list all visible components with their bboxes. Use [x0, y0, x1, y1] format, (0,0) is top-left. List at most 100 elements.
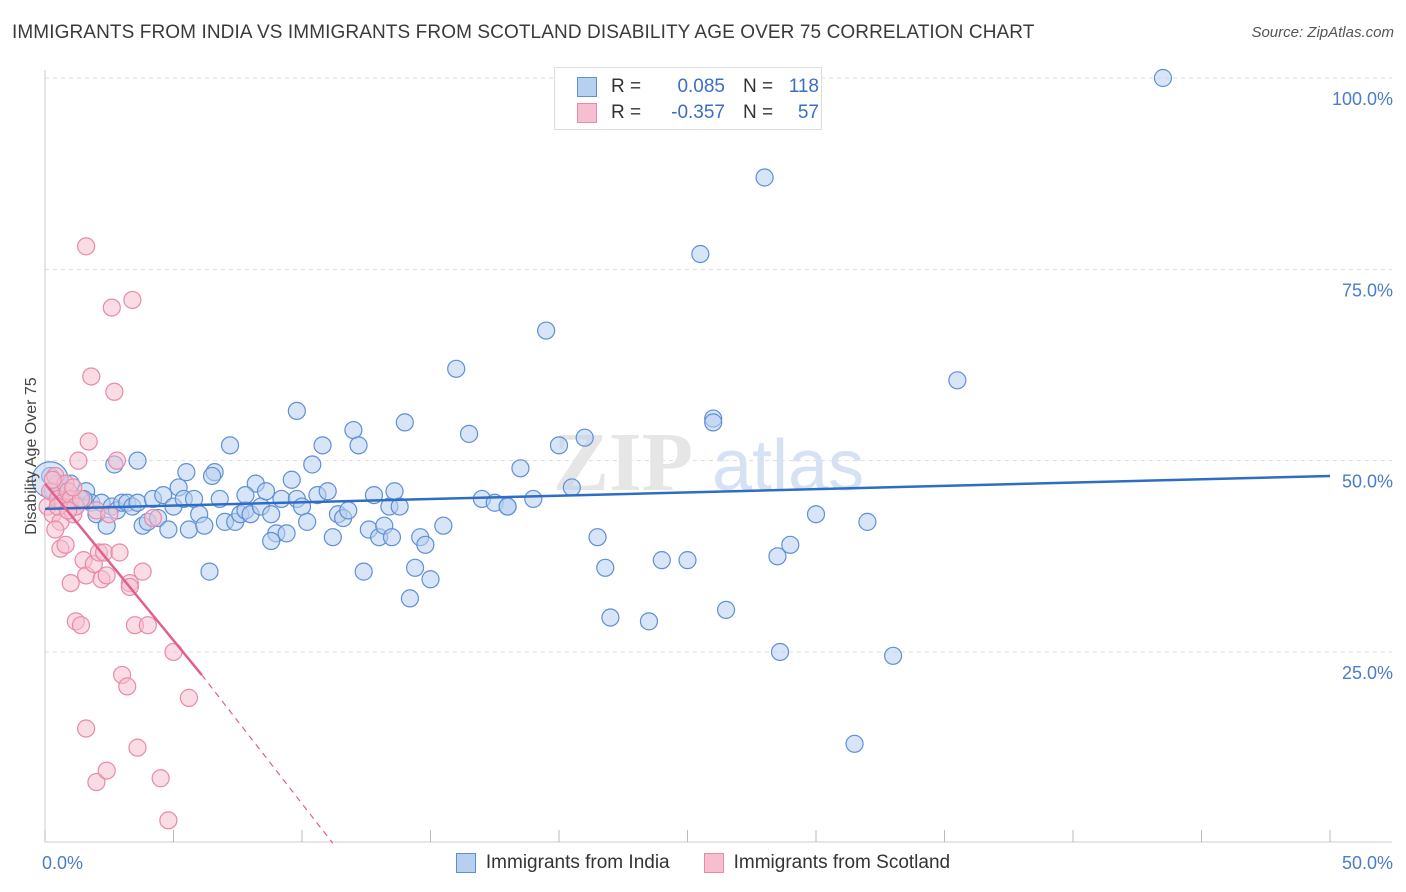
y-tick-label-3: 100.0% [1332, 89, 1393, 109]
scotland-point-16 [79, 432, 98, 451]
legend-item-scotland[interactable]: Immigrants from Scotland [703, 852, 951, 874]
y-tick-labels: 25.0% 50.0% 75.0% 100.0% [1332, 89, 1393, 683]
scotland-point-32 [123, 290, 142, 310]
scotland-point-48 [77, 719, 96, 738]
india-r-label: R = [611, 76, 642, 97]
india-point-104 [1153, 68, 1173, 88]
india-point-72 [405, 558, 425, 577]
legend-label-india: Immigrants from India [485, 852, 670, 873]
india-point-87 [575, 428, 594, 447]
india-point-31 [195, 516, 214, 535]
scotland-point-55 [97, 761, 116, 780]
india-point-32 [200, 562, 219, 581]
india-point-68 [385, 482, 404, 501]
india-point-109 [770, 642, 790, 662]
india-point-60 [344, 420, 363, 440]
india-point-56 [323, 528, 342, 547]
scotland-point-25 [102, 298, 121, 317]
legend-item-india[interactable]: Immigrants from India [455, 852, 670, 874]
india-point-69 [390, 497, 409, 516]
india-point-94 [691, 244, 710, 264]
india-trend-line [44, 474, 1331, 511]
india-point-43 [256, 482, 276, 501]
source-credit: Source: ZipAtlas.com [1251, 24, 1394, 41]
india-point-112 [236, 485, 255, 505]
india-point-91 [639, 612, 659, 631]
scotland-r-value: -0.357 [671, 102, 725, 123]
scotland-point-50 [43, 470, 62, 489]
india-point-36 [220, 436, 240, 455]
legend-label-scotland: Immigrants from Scotland [733, 852, 951, 873]
india-point-105 [287, 401, 306, 421]
scotland-point-39 [159, 811, 178, 830]
india-n-value: 118 [788, 76, 819, 97]
scotland-point-45 [61, 573, 80, 593]
india-point-24 [159, 520, 178, 539]
india-point-99 [781, 535, 800, 554]
india-point-83 [524, 489, 543, 509]
india-point-98 [768, 547, 787, 566]
india-r-value: 0.085 [677, 76, 725, 97]
chart-title: IMMIGRANTS FROM INDIA VS IMMIGRANTS FROM… [12, 22, 1035, 43]
india-point-92 [652, 551, 671, 570]
trend-lines [44, 474, 1331, 844]
india-point-93 [678, 551, 697, 570]
india-point-97 [755, 168, 774, 187]
scotland-n-value: 57 [797, 102, 819, 123]
india-point-62 [354, 562, 373, 581]
india-point-28 [179, 520, 199, 539]
scotland-trend-extension [201, 674, 334, 844]
india-point-74 [416, 535, 435, 554]
india-point-107 [177, 463, 196, 482]
india-point-90 [601, 608, 620, 627]
india-point-59 [339, 501, 358, 520]
scotland-point-36 [138, 616, 157, 635]
india-point-117 [704, 413, 723, 432]
india-point-50 [292, 497, 312, 516]
india-point-47 [277, 524, 296, 543]
scotland-point-54 [46, 520, 65, 539]
x-tick-labels: 0.0% 50.0% [42, 853, 1393, 873]
scotland-point-41 [179, 688, 199, 707]
scotland-point-37 [143, 508, 163, 528]
bottom-legend: Immigrants from India Immigrants from Sc… [0, 852, 1406, 874]
scotland-point-23 [97, 566, 116, 585]
scotland-point-35 [133, 562, 152, 581]
legend-swatch-scotland [703, 853, 724, 873]
india-point-101 [858, 512, 877, 531]
scotland-point-17 [82, 367, 101, 386]
axes [44, 70, 1392, 843]
india-point-23 [154, 485, 173, 505]
india-point-61 [349, 436, 368, 455]
scotland-point-49 [87, 772, 106, 792]
india-point-78 [459, 424, 479, 443]
scotland-point-24 [100, 505, 119, 524]
scotland-point-42 [77, 237, 96, 256]
scotland-n-label: N = [743, 102, 774, 123]
scotland-point-47 [71, 616, 91, 635]
india-point-113 [382, 528, 402, 547]
india-point-114 [128, 451, 147, 470]
india-point-102 [883, 646, 903, 665]
india-points [31, 68, 1173, 753]
y-tick-label-0: 25.0% [1342, 663, 1393, 683]
india-point-55 [318, 482, 337, 501]
stats-row-scotland: R = -0.357 N = 57 [577, 100, 819, 126]
india-point-82 [511, 459, 530, 478]
scotland-swatch [577, 103, 597, 123]
stats-legend: R = 0.085 N = 118 R = -0.357 N = 57 [554, 67, 822, 130]
india-point-44 [262, 505, 281, 524]
india-point-51 [298, 512, 317, 531]
india-point-76 [434, 516, 453, 535]
india-point-54 [313, 436, 332, 455]
india-point-70 [395, 413, 414, 432]
india-point-115 [498, 497, 517, 516]
scotland-point-44 [56, 535, 75, 554]
scotland-point-27 [107, 451, 127, 470]
scotland-point-38 [151, 769, 170, 788]
watermark-atlas: atlas [712, 426, 864, 506]
india-point-116 [262, 531, 281, 551]
legend-swatch-india [455, 853, 476, 873]
scotland-point-12 [69, 451, 88, 470]
